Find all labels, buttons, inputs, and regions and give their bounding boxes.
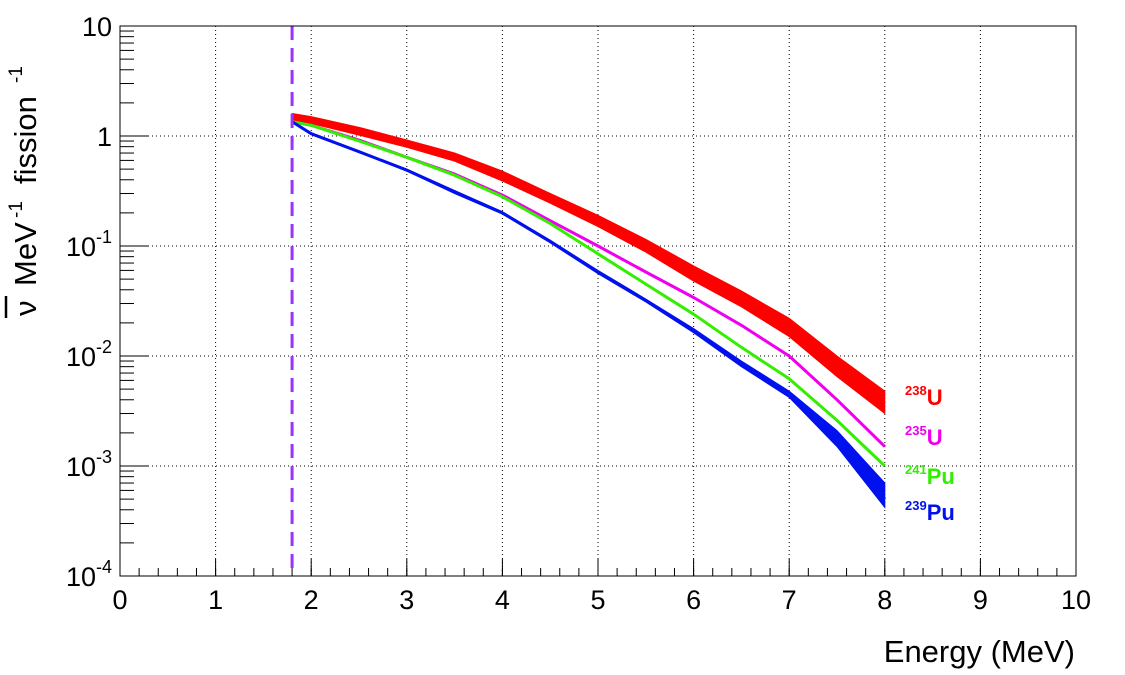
y-title-fission: fission — [8, 96, 43, 184]
series-layer — [291, 112, 886, 509]
y-title-mev: MeV — [8, 222, 43, 286]
y-tick-label: 10-3 — [66, 447, 112, 482]
x-axis-title: Energy (MeV) — [884, 634, 1075, 669]
x-tick-label: 6 — [686, 585, 701, 615]
x-tick-label: 5 — [590, 585, 605, 615]
y-title-mev-exp: -1 — [6, 201, 27, 218]
x-tick-label: 2 — [304, 585, 319, 615]
x-tick-label: 3 — [399, 585, 414, 615]
series-line-241-pu — [291, 120, 886, 468]
y-tick-label: 10-1 — [66, 227, 112, 262]
x-tick-label: 7 — [782, 585, 797, 615]
y-tick-label: 10-2 — [66, 337, 112, 372]
x-tick-label: 10 — [1061, 585, 1091, 615]
series-label-235-u: 235U — [905, 423, 943, 450]
y-tick-label: 10-4 — [66, 557, 112, 592]
series-line-239-pu — [291, 120, 886, 501]
series-line-238-u — [291, 115, 886, 405]
series-label-239-pu: 239Pu — [905, 498, 955, 525]
y-tick-label: 1 — [97, 122, 112, 152]
axis-ticks — [119, 25, 1077, 577]
series-band-238-u — [291, 112, 886, 415]
series-label-238-u: 238U — [905, 383, 943, 410]
y-axis-title: ν MeV -1 fission -1 — [4, 66, 43, 318]
tick-labels: 0 1 2 3 4 5 6 7 8 9 10 10 1 10-1 10-2 10-3 10-4 — [66, 12, 1091, 615]
series-labels: 238U 235U 241Pu 239Pu — [905, 383, 955, 525]
x-tick-label: 4 — [495, 585, 510, 615]
x-tick-label: 9 — [973, 585, 988, 615]
grid — [120, 26, 1076, 576]
x-tick-label: 1 — [208, 585, 223, 615]
y-title-nu: ν — [8, 301, 43, 317]
series-label-241-pu: 241Pu — [905, 462, 955, 489]
y-tick-label: 10 — [82, 12, 112, 42]
y-title-fission-exp: -1 — [6, 66, 27, 83]
x-tick-label: 0 — [112, 585, 127, 615]
x-tick-label: 8 — [877, 585, 892, 615]
